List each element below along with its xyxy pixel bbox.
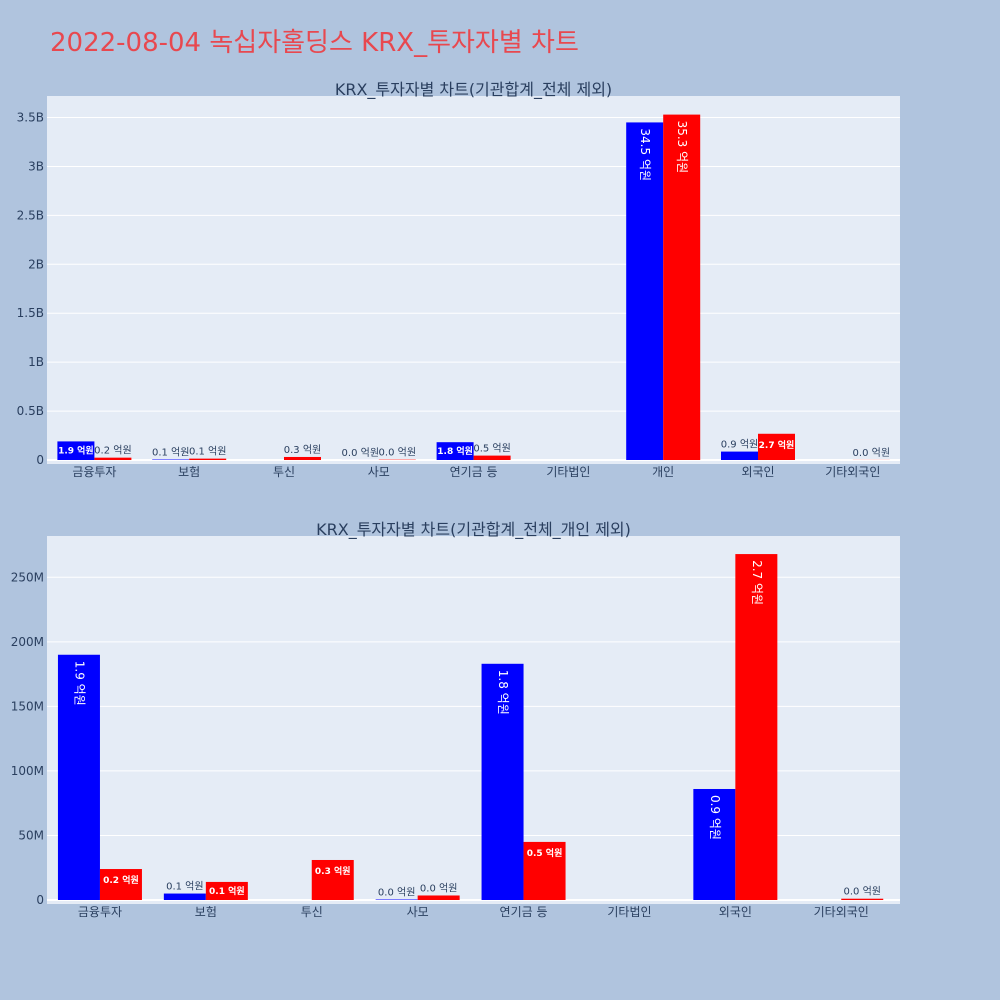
- bottom-x-tick-label: 기타외국인: [814, 905, 869, 919]
- bottom-y-tick-label: 100M: [11, 764, 44, 778]
- page-title: 2022-08-04 녹십자홀딩스 KRX_투자자별 차트: [50, 28, 579, 58]
- bottom-bar-sell: [99, 869, 142, 900]
- bottom-data-label: 0.5 억원: [527, 847, 563, 859]
- bottom-data-label: 0.0 억원: [844, 886, 881, 898]
- bottom-data-label: 1.9 억원: [72, 661, 86, 706]
- top-data-label: 0.0 억원: [342, 447, 379, 459]
- top-plot-area: [47, 96, 900, 464]
- bottom-bar-buy: [163, 893, 206, 900]
- top-bar-buy: [721, 451, 758, 460]
- top-data-label: 0.1 억원: [189, 446, 226, 458]
- top-x-tick-label: 연기금 등: [450, 465, 498, 479]
- top-data-label: 0.0 억원: [379, 447, 416, 459]
- top-bar-sell: [284, 456, 321, 460]
- bottom-data-label: 2.7 억원: [750, 560, 764, 605]
- top-bar-buy: [436, 442, 474, 460]
- top-y-tick-label: 0: [36, 453, 44, 467]
- top-y-tick-label: 0.5B: [17, 404, 44, 418]
- top-x-tick-label: 금융투자: [72, 465, 116, 479]
- top-bar-sell: [189, 458, 227, 460]
- top-data-label: 0.1 억원: [152, 447, 189, 459]
- top-data-label: 0.9 억원: [721, 439, 758, 451]
- bottom-bar-buy: [375, 899, 418, 900]
- top-y-tick-label: 1B: [28, 355, 44, 369]
- top-x-tick-label: 보험: [178, 465, 200, 479]
- top-bar-sell: [758, 433, 795, 460]
- top-y-tick-label: 2.5B: [17, 208, 44, 222]
- top-y-tick-label: 3.5B: [17, 111, 44, 125]
- top-data-label: 0.2 억원: [94, 445, 131, 457]
- bottom-x-tick-label: 보험: [195, 905, 217, 919]
- top-data-label: 35.3 억원: [675, 121, 689, 174]
- bottom-data-label: 0.9 억원: [708, 795, 722, 840]
- bottom-bar-buy: [481, 663, 524, 900]
- bottom-bar-buy: [57, 654, 100, 900]
- top-x-tick-label: 기타법인: [546, 465, 590, 479]
- bottom-data-label: 0.1 억원: [209, 885, 245, 897]
- bottom-y-tick-label: 50M: [18, 828, 44, 842]
- top-x-tick-label: 개인: [652, 465, 674, 479]
- top-y-tick-label: 3B: [28, 159, 44, 173]
- bottom-y-tick-label: 0: [36, 893, 44, 907]
- bottom-data-label: 0.0 억원: [420, 882, 457, 894]
- bottom-x-tick-label: 외국인: [719, 905, 752, 919]
- top-chart-title: KRX_투자자별 차트(기관합계_전체 제외): [335, 80, 612, 100]
- bottom-chart: 0 50M 100M 150M 200M 250M KRX_투자자별 차트(기관합계_전체_…: [11, 520, 900, 919]
- bottom-bar-buy: [693, 788, 736, 900]
- bottom-y-tick-label: 250M: [11, 570, 44, 584]
- top-x-tick-label: 사모: [368, 465, 390, 479]
- top-data-label: 0.5 억원: [473, 443, 510, 455]
- bottom-x-tick-label: 기타법인: [607, 905, 651, 919]
- bottom-bar-sell: [417, 895, 460, 900]
- bottom-y-tick-label: 200M: [11, 635, 44, 649]
- top-bar-sell: [473, 455, 511, 460]
- bottom-data-label: 1.8 억원: [496, 670, 510, 715]
- bottom-data-label: 0.3 억원: [315, 865, 351, 877]
- top-data-label: 1.8 억원: [437, 445, 473, 457]
- top-y-tick-label: 1.5B: [17, 306, 44, 320]
- bottom-data-label: 0.1 억원: [166, 881, 203, 893]
- top-bar-sell: [94, 457, 132, 460]
- bottom-bar-sell: [735, 554, 778, 900]
- bottom-bar-sell: [523, 841, 566, 900]
- bottom-chart-title: KRX_투자자별 차트(기관합계_전체_개인 제외): [316, 520, 631, 540]
- bottom-bar-sell: [205, 881, 248, 900]
- top-data-label: 1.9 억원: [58, 445, 94, 457]
- top-x-tick-label: 투신: [273, 465, 295, 479]
- top-y-tick-label: 2B: [28, 257, 44, 271]
- top-data-label: 0.0 억원: [853, 447, 890, 459]
- top-x-tick-label: 기타외국인: [825, 465, 880, 479]
- bottom-data-label: 0.2 억원: [103, 874, 139, 886]
- bottom-data-label: 0.0 억원: [378, 886, 415, 898]
- top-bar-buy: [57, 441, 95, 460]
- bottom-x-tick-label: 연기금 등: [500, 905, 548, 919]
- bottom-bar-sell: [311, 859, 354, 900]
- top-bar-buy: [626, 122, 664, 460]
- top-chart: 0 0.5B 1B 1.5B 2B 2.5B 3B 3.5B KRX_투자자별 차트(기관합계_…: [17, 80, 900, 479]
- top-data-label: 0.3 억원: [284, 444, 321, 456]
- bottom-y-tick-label: 150M: [11, 699, 44, 713]
- top-data-label: 34.5 억원: [638, 128, 652, 181]
- bottom-x-tick-label: 금융투자: [78, 905, 122, 919]
- top-data-label: 2.7 억원: [759, 439, 795, 451]
- top-bar-sell: [663, 114, 701, 460]
- bottom-bar-sell: [841, 898, 884, 900]
- bottom-x-tick-label: 투신: [301, 905, 323, 919]
- bottom-x-tick-label: 사모: [407, 905, 429, 919]
- top-x-tick-label: 외국인: [741, 465, 774, 479]
